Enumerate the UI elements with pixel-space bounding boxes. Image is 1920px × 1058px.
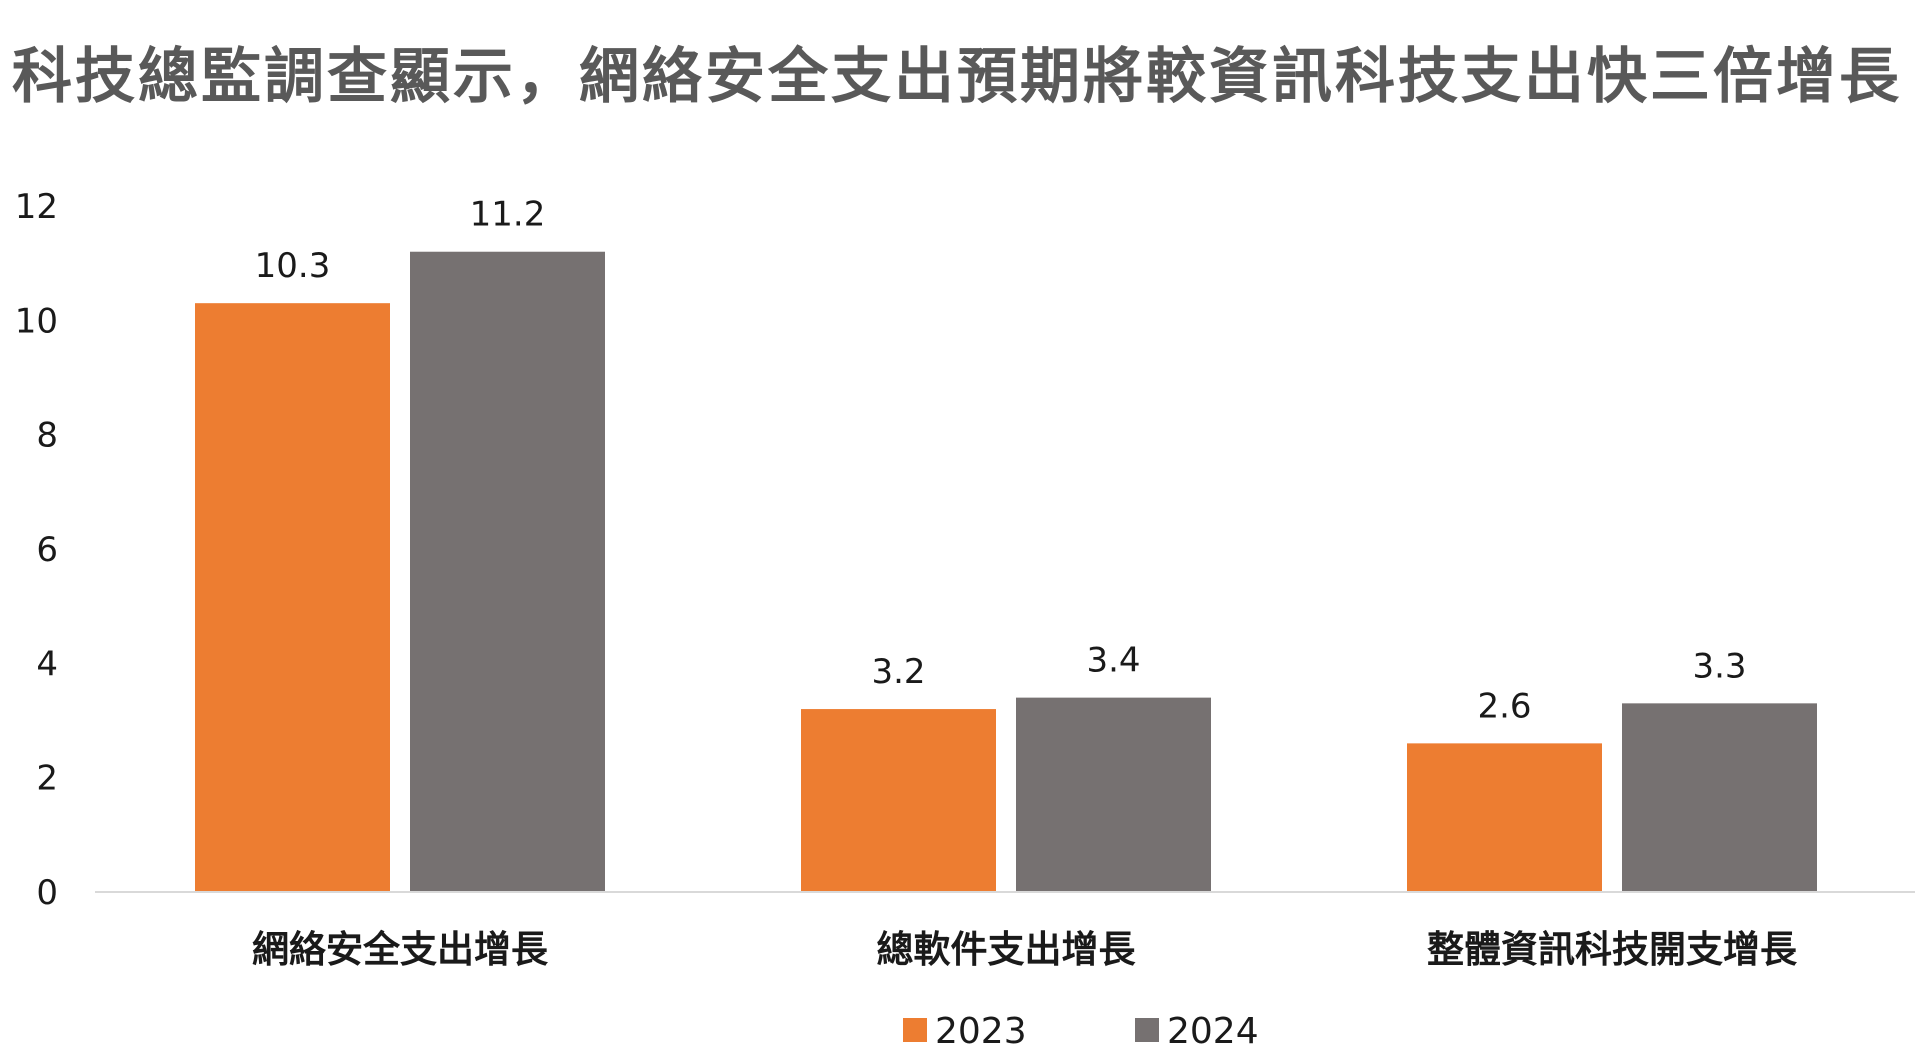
data-labels: 10.3 11.2 3.2 3.4 2.6 3.3 — [255, 195, 1747, 727]
bars — [195, 251, 1817, 892]
data-label-2024: 11.2 — [470, 195, 546, 235]
bar-2023 — [195, 303, 390, 892]
y-tick-label: 12 — [15, 187, 58, 227]
y-tick-label: 8 — [36, 416, 58, 456]
chart-title: 科技總監調查顯示，網絡安全支出預期將較資訊科技支出快三倍增長 — [12, 42, 1902, 112]
y-axis-ticks: 0 2 4 6 8 10 12 — [15, 187, 58, 913]
y-tick-label: 6 — [36, 530, 58, 570]
category-labels: 網絡安全支出增長 總軟件支出增長 整體資訊科技開支增長 — [252, 928, 1798, 971]
legend-label-2024: 2024 — [1167, 1011, 1259, 1052]
legend-label-2023: 2023 — [935, 1011, 1027, 1052]
y-tick-label: 4 — [36, 644, 58, 684]
bar-2024 — [1016, 697, 1211, 892]
y-tick-label: 0 — [36, 873, 58, 913]
bar-2024 — [1622, 703, 1817, 892]
y-tick-label: 10 — [15, 301, 58, 341]
legend: 2023 2024 — [903, 1011, 1259, 1052]
category-label: 整體資訊科技開支增長 — [1427, 928, 1798, 971]
legend-swatch-2023 — [903, 1018, 927, 1042]
bar-2023 — [801, 709, 996, 892]
y-tick-label: 2 — [36, 759, 58, 799]
data-label-2024: 3.3 — [1692, 646, 1746, 686]
data-label-2024: 3.4 — [1086, 641, 1140, 681]
data-label-2023: 2.6 — [1477, 686, 1531, 726]
bar-2024 — [410, 251, 605, 892]
category-label: 總軟件支出增長 — [877, 928, 1137, 971]
bar-2023 — [1407, 743, 1602, 892]
data-label-2023: 3.2 — [871, 652, 925, 692]
category-label: 網絡安全支出增長 — [252, 928, 549, 971]
legend-swatch-2024 — [1135, 1018, 1159, 1042]
data-label-2023: 10.3 — [255, 246, 331, 286]
